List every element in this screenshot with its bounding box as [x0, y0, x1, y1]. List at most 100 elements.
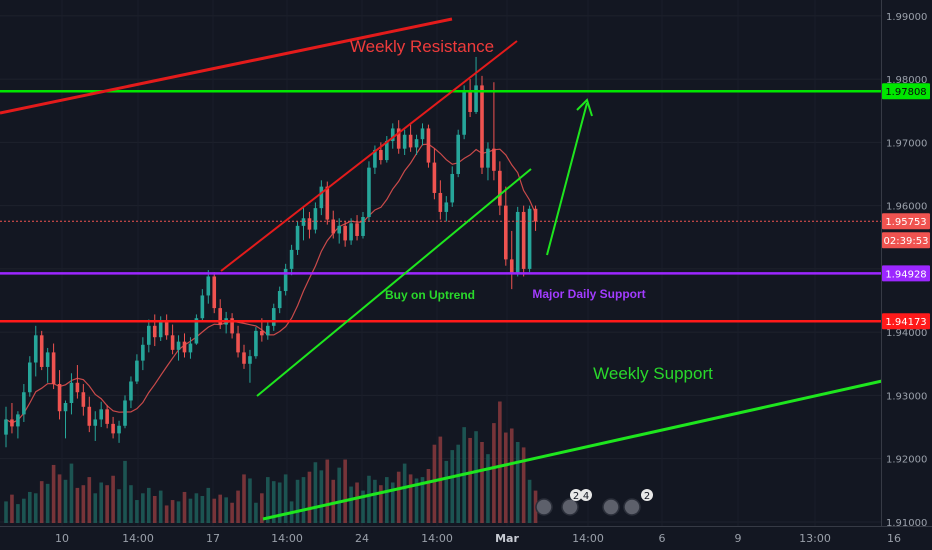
- candle-body: [16, 414, 20, 427]
- weekly-resistance-label: Weekly Resistance: [350, 37, 494, 56]
- y-tick-label: 1.99000: [886, 12, 927, 23]
- volume-bar: [402, 463, 407, 523]
- volume-bar: [158, 490, 163, 523]
- volume-bar: [39, 481, 44, 523]
- weekly-support-trendline[interactable]: [262, 379, 883, 521]
- candle-body: [277, 291, 282, 309]
- volume-bar: [28, 491, 32, 523]
- candle-body: [396, 128, 401, 149]
- volume-bar: [105, 485, 109, 523]
- candle-body: [45, 352, 50, 367]
- candle-body: [426, 128, 431, 163]
- candle-body: [123, 400, 127, 426]
- volume-bar: [10, 494, 14, 523]
- price-tag-label: 1.95753: [885, 217, 926, 228]
- candle-body: [152, 325, 157, 338]
- volume-bar: [355, 482, 359, 523]
- event-count-badge: 4: [583, 491, 589, 502]
- channel-lower-line[interactable]: [256, 168, 532, 397]
- event-badge-1[interactable]: [535, 498, 553, 516]
- volume-bar: [22, 498, 26, 523]
- x-tick-label: 24: [355, 532, 369, 545]
- price-tag-label: 1.97808: [885, 87, 926, 98]
- volume-bar: [367, 475, 371, 523]
- candle-body: [236, 333, 240, 353]
- projection-arrow-shaft[interactable]: [546, 102, 588, 256]
- volume-bars: [4, 401, 538, 523]
- volume-bar: [426, 469, 431, 523]
- volume-bar: [283, 474, 288, 523]
- x-tick-label: 6: [659, 532, 666, 545]
- horizontal-levels[interactable]: [0, 89, 882, 323]
- event-count-badge: 2: [644, 491, 650, 502]
- volume-bar: [474, 431, 478, 523]
- candle-body: [349, 223, 353, 241]
- event-badge-group-4[interactable]: 2: [623, 489, 653, 516]
- event-badge-group-2[interactable]: 2 4: [561, 489, 592, 516]
- moving-average-line: [5, 143, 537, 424]
- channel-upper-line[interactable]: [220, 40, 518, 272]
- volume-bar: [182, 491, 187, 523]
- volume-bar: [343, 459, 347, 523]
- drawings[interactable]: [0, 17, 883, 521]
- volume-bar: [337, 467, 341, 523]
- volume-bar: [509, 428, 514, 523]
- volume-bar: [194, 493, 199, 523]
- volume-bar: [295, 479, 300, 523]
- candle-body: [188, 343, 193, 353]
- candle-body: [248, 356, 252, 364]
- price-tag: 1.97808: [882, 83, 930, 100]
- x-tick-label: 10: [55, 532, 69, 545]
- candle-body: [99, 409, 103, 420]
- candle-body: [295, 225, 300, 250]
- volume-bar: [129, 485, 133, 523]
- x-tick-label: 14:00: [271, 532, 303, 545]
- volume-bar: [176, 501, 181, 523]
- price-tag: 1.94173: [882, 313, 930, 330]
- buy-on-uptrend-label: Buy on Uptrend: [385, 288, 475, 302]
- volume-bar: [200, 496, 205, 523]
- candle-body: [182, 341, 187, 353]
- y-tick-label: 1.92000: [886, 455, 927, 466]
- y-tick-label: 1.97000: [886, 138, 927, 149]
- x-tick-label: 16: [887, 532, 901, 545]
- candle-body: [390, 128, 395, 142]
- x-tick-label: 13:00: [799, 532, 831, 545]
- candle-body: [385, 141, 389, 161]
- candle-body: [200, 295, 205, 319]
- candle-body: [492, 148, 496, 171]
- volume-bar: [135, 500, 139, 523]
- candle-body: [4, 419, 8, 435]
- candle-body: [468, 90, 472, 112]
- weekly-resistance-trendline[interactable]: [0, 17, 453, 115]
- candle-body: [10, 419, 14, 427]
- candle-body: [39, 335, 44, 367]
- candle-body: [81, 392, 86, 407]
- candle-body: [147, 325, 151, 345]
- volume-bar: [218, 494, 222, 523]
- candle-body: [480, 85, 484, 168]
- volume-bar: [420, 477, 425, 523]
- event-badges[interactable]: 2 4 2: [535, 489, 653, 516]
- candle-body: [75, 382, 80, 393]
- candle-body: [57, 384, 62, 412]
- volume-bar: [432, 444, 437, 523]
- candle-body: [402, 134, 407, 149]
- volume-bar: [408, 474, 413, 523]
- volume-bar: [206, 487, 211, 523]
- candle-body: [218, 308, 222, 325]
- y-tick-label: 1.91000: [886, 518, 927, 529]
- volume-bar: [266, 477, 270, 523]
- volume-bar: [492, 423, 496, 523]
- price-tag: 1.94928: [882, 265, 930, 282]
- volume-bar: [230, 502, 234, 523]
- candle-body: [22, 392, 26, 415]
- event-badge-3[interactable]: [602, 498, 620, 516]
- candle-body: [254, 330, 258, 357]
- price-tag-label: 1.94173: [885, 317, 926, 328]
- volume-bar: [33, 493, 38, 523]
- volume-bar: [87, 477, 92, 523]
- candle-body: [498, 170, 502, 206]
- time-axis[interactable]: [0, 527, 932, 550]
